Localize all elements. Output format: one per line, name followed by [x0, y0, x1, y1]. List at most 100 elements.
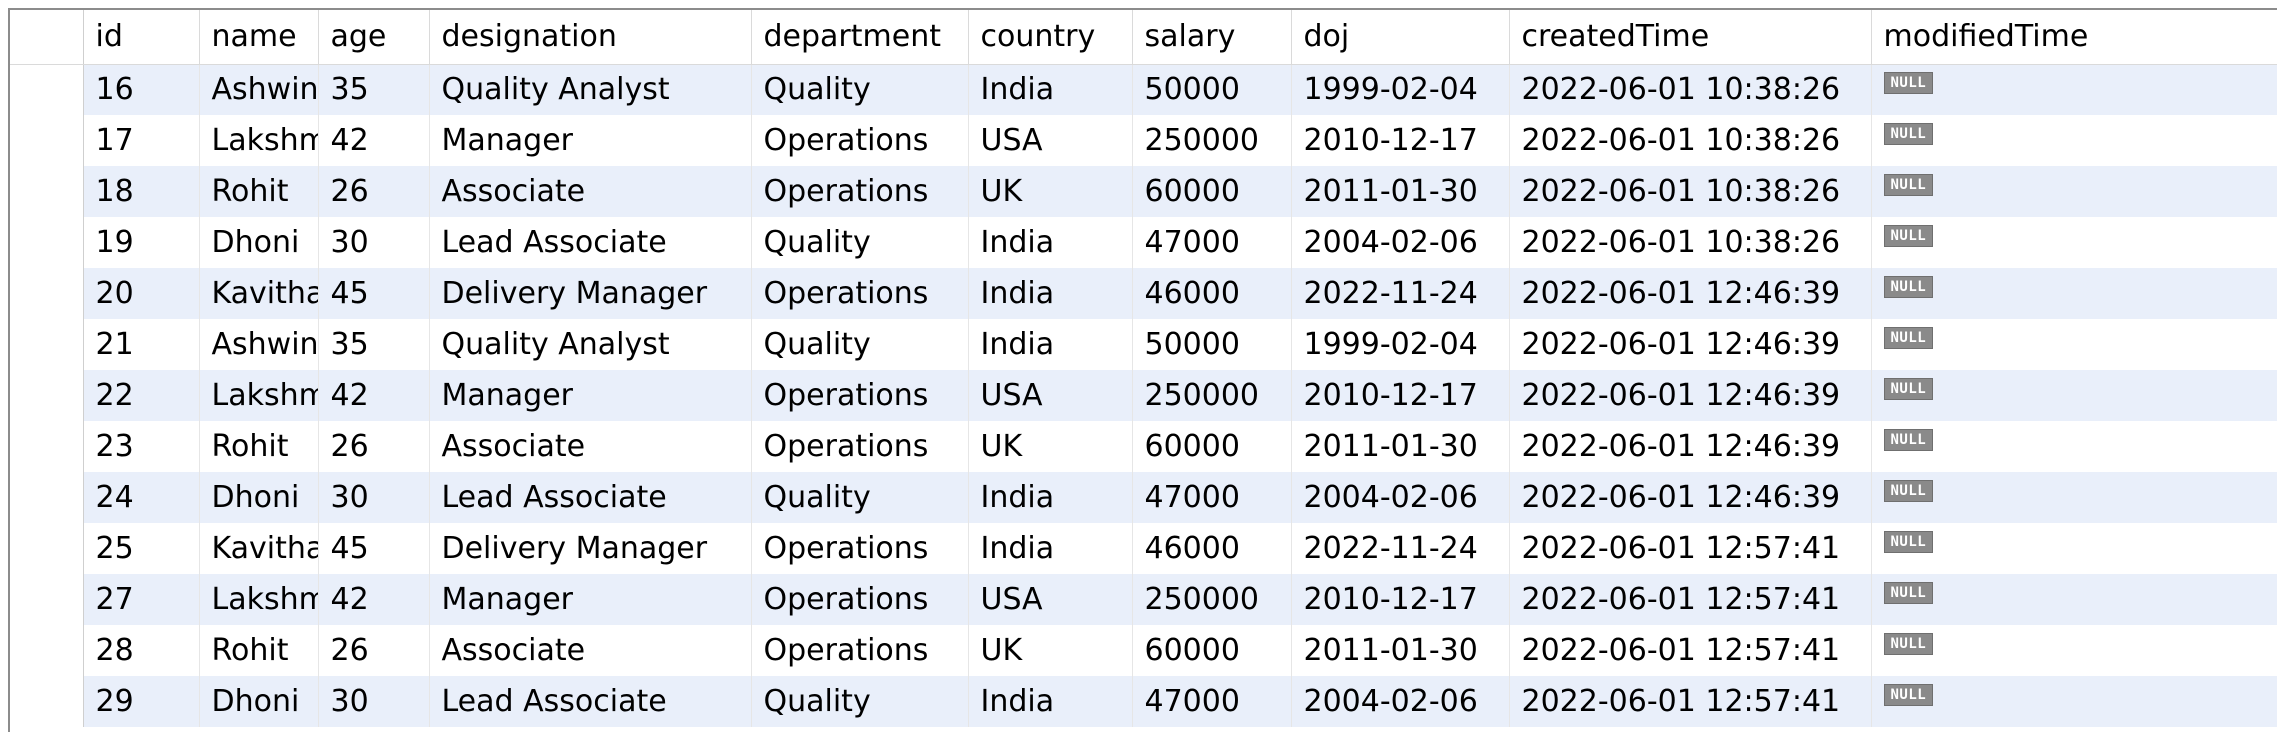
row-selector[interactable] — [10, 268, 84, 319]
cell-designation[interactable]: Manager — [429, 574, 752, 625]
cell-designation[interactable]: Lead Associate — [429, 472, 752, 523]
table-row[interactable]: 25 Kavitha 45 Delivery Manager Operations Ind… — [10, 523, 2277, 574]
cell-modifiedtime[interactable]: NULL — [1871, 523, 2277, 574]
cell-id[interactable]: 17 — [83, 115, 200, 166]
cell-department[interactable]: Quality — [751, 676, 969, 727]
cell-age[interactable]: 45 — [318, 523, 430, 574]
cell-doj[interactable]: 2011-01-30 — [1291, 166, 1510, 217]
cell-department[interactable]: Operations — [751, 625, 969, 676]
cell-name[interactable]: Ashwini — [199, 64, 319, 115]
cell-age[interactable]: 26 — [318, 625, 430, 676]
cell-id[interactable]: 23 — [83, 421, 200, 472]
corner-cell[interactable] — [10, 10, 84, 65]
cell-country[interactable]: India — [968, 217, 1133, 268]
cell-name[interactable]: Kavitha — [199, 268, 319, 319]
row-selector[interactable] — [10, 370, 84, 421]
cell-country[interactable]: UK — [968, 421, 1133, 472]
cell-createdtime[interactable]: 2022-06-01 12:46:39 — [1509, 421, 1872, 472]
cell-country[interactable]: India — [968, 523, 1133, 574]
cell-salary[interactable]: 47000 — [1132, 676, 1292, 727]
cell-name[interactable]: Dhoni — [199, 676, 319, 727]
cell-doj[interactable]: 2010-12-17 — [1291, 370, 1510, 421]
cell-doj[interactable]: 2022-11-24 — [1291, 268, 1510, 319]
cell-designation[interactable]: Delivery Manager — [429, 523, 752, 574]
cell-id[interactable]: 29 — [83, 676, 200, 727]
cell-createdtime[interactable]: 2022-06-01 12:57:41 — [1509, 574, 1872, 625]
cell-department[interactable]: Operations — [751, 523, 969, 574]
cell-salary[interactable]: 250000 — [1132, 115, 1292, 166]
cell-createdtime[interactable]: 2022-06-01 10:38:26 — [1509, 217, 1872, 268]
cell-doj[interactable]: 2004-02-06 — [1291, 217, 1510, 268]
cell-doj[interactable]: 2004-02-06 — [1291, 472, 1510, 523]
cell-name[interactable]: Dhoni — [199, 217, 319, 268]
table-row[interactable]: 22Lakshmi42ManagerOperationsUSA250000201… — [10, 370, 2277, 421]
cell-id[interactable]: 21 — [83, 319, 200, 370]
cell-modifiedtime[interactable]: NULL — [1871, 625, 2277, 676]
cell-age[interactable]: 30 — [318, 472, 430, 523]
cell-modifiedtime[interactable]: NULL — [1871, 421, 2277, 472]
cell-modifiedtime[interactable]: NULL — [1871, 268, 2277, 319]
cell-age[interactable]: 35 — [318, 64, 430, 115]
table-row[interactable]: 29 Dhoni 30 Lead Associate Quality India 47000… — [10, 676, 2277, 727]
cell-salary[interactable]: 60000 — [1132, 421, 1292, 472]
table-row[interactable]: 19 Dhoni 30 Lead Associate Quality India 47000… — [10, 217, 2277, 268]
cell-department[interactable]: Operations — [751, 166, 969, 217]
cell-country[interactable]: UK — [968, 166, 1133, 217]
cell-createdtime[interactable]: 2022-06-01 12:46:39 — [1509, 268, 1872, 319]
row-selector[interactable] — [10, 523, 84, 574]
cell-doj[interactable]: 2011-01-30 — [1291, 625, 1510, 676]
row-selector[interactable] — [10, 625, 84, 676]
cell-createdtime[interactable]: 2022-06-01 10:38:26 — [1509, 115, 1872, 166]
cell-department[interactable]: Operations — [751, 421, 969, 472]
cell-department[interactable]: Quality — [751, 217, 969, 268]
cell-country[interactable]: India — [968, 676, 1133, 727]
cell-id[interactable]: 20 — [83, 268, 200, 319]
cell-country[interactable]: India — [968, 472, 1133, 523]
result-grid[interactable]: id name age designation department count… — [8, 8, 2277, 732]
cell-age[interactable]: 42 — [318, 370, 430, 421]
cell-modifiedtime[interactable]: NULL — [1871, 319, 2277, 370]
cell-doj[interactable]: 1999-02-04 — [1291, 64, 1510, 115]
cell-name[interactable]: Kavitha — [199, 523, 319, 574]
cell-country[interactable]: USA — [968, 574, 1133, 625]
cell-country[interactable]: India — [968, 319, 1133, 370]
cell-name[interactable]: Dhoni — [199, 472, 319, 523]
cell-department[interactable]: Quality — [751, 472, 969, 523]
column-header-country[interactable]: country — [968, 10, 1133, 65]
column-header-id[interactable]: id — [83, 10, 200, 65]
column-header-doj[interactable]: doj — [1291, 10, 1510, 65]
cell-designation[interactable]: Associate — [429, 625, 752, 676]
column-header-createdtime[interactable]: createdTime — [1509, 10, 1872, 65]
cell-country[interactable]: India — [968, 268, 1133, 319]
cell-modifiedtime[interactable]: NULL — [1871, 217, 2277, 268]
cell-modifiedtime[interactable]: NULL — [1871, 472, 2277, 523]
cell-doj[interactable]: 2010-12-17 — [1291, 574, 1510, 625]
table-row[interactable]: 18 Rohit 26 Associate Operations UK 60000 2011-… — [10, 166, 2277, 217]
column-header-modifiedtime[interactable]: modifiedTime — [1871, 10, 2277, 65]
row-selector[interactable] — [10, 472, 84, 523]
cell-department[interactable]: Operations — [751, 268, 969, 319]
cell-country[interactable]: USA — [968, 370, 1133, 421]
cell-id[interactable]: 25 — [83, 523, 200, 574]
cell-age[interactable]: 26 — [318, 166, 430, 217]
cell-name[interactable]: Ashwini — [199, 319, 319, 370]
cell-department[interactable]: Operations — [751, 115, 969, 166]
table-row[interactable]: 24 Dhoni 30 Lead Associate Quality India 47000… — [10, 472, 2277, 523]
cell-createdtime[interactable]: 2022-06-01 12:57:41 — [1509, 523, 1872, 574]
cell-age[interactable]: 45 — [318, 268, 430, 319]
cell-name[interactable]: Rohit — [199, 166, 319, 217]
cell-name[interactable]: Rohit — [199, 421, 319, 472]
table-row[interactable]: 28 Rohit 26 Associate Operations UK 60000 2011-… — [10, 625, 2277, 676]
row-selector[interactable] — [10, 64, 84, 115]
cell-designation[interactable]: Quality Analyst — [429, 64, 752, 115]
cell-age[interactable]: 30 — [318, 676, 430, 727]
cell-modifiedtime[interactable]: NULL — [1871, 166, 2277, 217]
cell-designation[interactable]: Delivery Manager — [429, 268, 752, 319]
column-header-department[interactable]: department — [751, 10, 969, 65]
cell-country[interactable]: India — [968, 64, 1133, 115]
cell-doj[interactable]: 2010-12-17 — [1291, 115, 1510, 166]
table-row[interactable]: 16 Ashwini 35 Quality Analyst Quality India 50… — [10, 64, 2277, 115]
cell-createdtime[interactable]: 2022-06-01 12:46:39 — [1509, 319, 1872, 370]
cell-country[interactable]: UK — [968, 625, 1133, 676]
table-row[interactable]: 27Lakshmi42ManagerOperationsUSA250000201… — [10, 574, 2277, 625]
